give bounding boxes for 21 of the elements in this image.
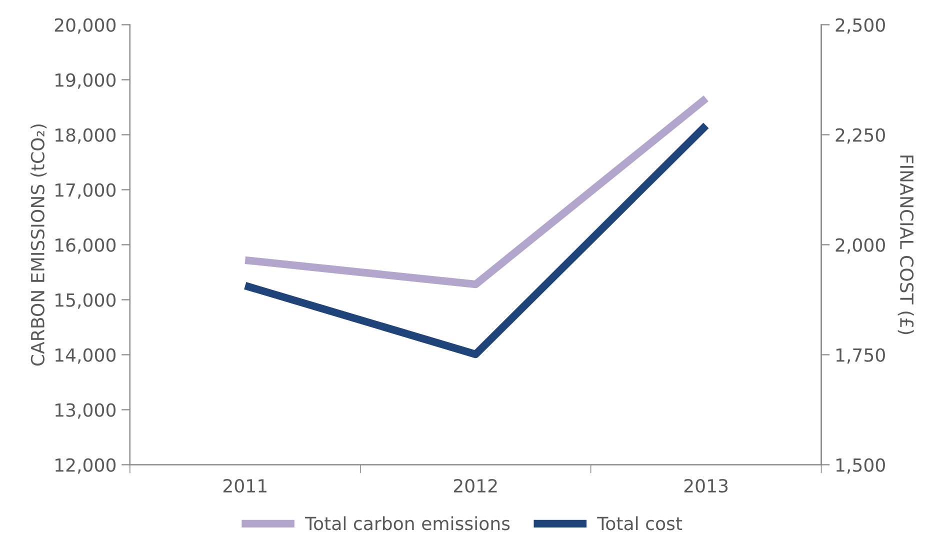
x-tick-label: 2011 (223, 478, 266, 493)
y2-tick-label: 1,500 (836, 458, 885, 474)
y-tick-label: 17,000 (56, 183, 116, 199)
y-tick-label: 14,000 (56, 348, 116, 364)
y-tick-label: 15,000 (56, 293, 116, 309)
legend-label: Total cost (597, 516, 682, 530)
y2-tick-label: 2,500 (836, 18, 885, 34)
y-tick-label: 12,000 (56, 458, 116, 474)
y2-tick-label: 1,750 (836, 348, 885, 364)
y-axis-title: CARBON EMISSIONS (tCO₂) (30, 124, 47, 366)
x-tick-label: 2012 (454, 478, 497, 493)
legend-label: Total carbon emissions (305, 516, 510, 530)
y-tick-label: 20,000 (54, 18, 116, 34)
y-tick-label: 16,000 (56, 238, 116, 254)
y-tick-label: 18,000 (56, 128, 116, 144)
y-tick-label: 19,000 (56, 73, 116, 89)
y2-tick-label: 2,000 (836, 238, 885, 254)
y2-axis-title: FINANCIAL COST (£) (898, 156, 914, 334)
x-tick-label: 2013 (684, 478, 728, 493)
y-tick-label: 13,000 (56, 403, 116, 419)
y2-tick-label: 2,250 (836, 128, 885, 144)
